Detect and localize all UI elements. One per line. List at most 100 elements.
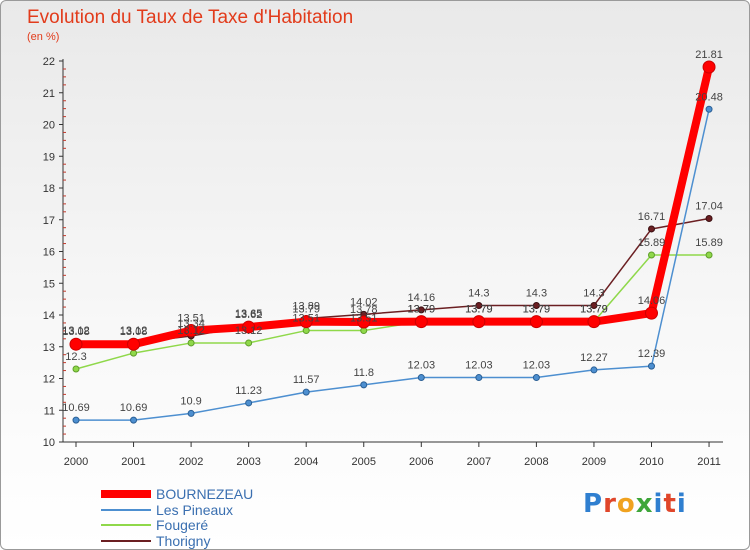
data-label: 21.81 — [695, 49, 723, 61]
data-label: 13.65 — [235, 308, 263, 320]
x-tick-label: 2009 — [582, 456, 606, 468]
data-label: 13.79 — [292, 304, 320, 316]
data-point — [705, 105, 713, 113]
data-point — [532, 301, 540, 309]
data-point — [587, 315, 601, 329]
y-tick-label: 21 — [43, 88, 55, 100]
data-label: 13.62 — [235, 309, 263, 321]
series-line-fougere — [75, 254, 710, 370]
data-point — [184, 324, 198, 338]
data-label: 13.79 — [408, 304, 436, 316]
x-tick-label: 2004 — [294, 456, 318, 468]
data-label: 13.34 — [177, 318, 205, 330]
data-label: 12.03 — [465, 360, 493, 372]
data-point — [245, 339, 253, 347]
data-point — [645, 306, 658, 320]
data-label: 13.79 — [408, 304, 436, 316]
data-point — [475, 374, 483, 382]
data-point — [702, 60, 716, 74]
data-label: 11.23 — [235, 385, 262, 397]
legend-label: Thorigny — [156, 533, 210, 549]
x-tick-label: 2000 — [64, 456, 88, 468]
y-tick-label: 17 — [43, 215, 55, 227]
data-point — [648, 225, 655, 233]
data-label: 14.02 — [350, 296, 378, 308]
data-point — [360, 381, 368, 389]
x-tick-label: 2002 — [179, 456, 203, 468]
data-label: 13.89 — [292, 300, 320, 312]
data-point — [127, 337, 141, 351]
data-point — [472, 315, 486, 329]
data-label: 13.51 — [292, 313, 320, 325]
data-label: 13.12 — [177, 325, 205, 337]
data-point — [414, 315, 428, 329]
y-tick-label: 18 — [43, 183, 55, 195]
data-label: 16.71 — [638, 211, 666, 223]
data-label: 17.04 — [695, 200, 723, 212]
data-label: 12.27 — [580, 352, 608, 364]
y-tick-label: 14 — [43, 310, 55, 322]
y-tick-label: 16 — [43, 247, 55, 259]
data-point — [590, 301, 598, 309]
data-label: 14.06 — [638, 295, 666, 307]
data-label: 13.12 — [235, 325, 263, 337]
x-tick-label: 2003 — [236, 456, 260, 468]
data-point — [357, 315, 371, 329]
data-label: 13.08 — [120, 326, 148, 338]
data-label: 11.8 — [353, 367, 374, 379]
data-label: 13.08 — [62, 326, 90, 338]
y-tick-label: 22 — [43, 56, 55, 68]
data-label: 13.12 — [120, 325, 148, 337]
data-label: 11.57 — [293, 374, 320, 386]
data-label: 20.48 — [695, 91, 723, 103]
legend-label: Fougeré — [156, 517, 208, 533]
data-label: 13.79 — [465, 304, 493, 316]
data-point — [705, 251, 713, 259]
data-point — [245, 399, 253, 407]
data-point — [532, 374, 540, 382]
data-label: 10.9 — [180, 395, 201, 407]
data-label: 13.12 — [62, 325, 90, 337]
data-label: 13.51 — [350, 313, 378, 325]
series-line-thorigny — [75, 217, 710, 344]
y-tick-label: 11 — [44, 405, 55, 417]
data-label: 13.79 — [523, 304, 551, 316]
data-point — [187, 339, 195, 347]
data-point — [590, 366, 598, 374]
data-label: 13.79 — [465, 304, 493, 316]
x-tick-label: 2010 — [639, 456, 663, 468]
chart-title: Evolution du Taux de Taxe d'Habitation — [27, 7, 354, 28]
data-label: 15.89 — [695, 237, 723, 249]
data-label: 13.51 — [177, 313, 205, 325]
y-tick-label: 13 — [43, 342, 55, 354]
y-tick-label: 10 — [43, 437, 55, 449]
data-point — [648, 251, 655, 259]
legend-label: Les Pineaux — [156, 502, 233, 518]
proxiti-logo: Proxiti — [583, 489, 687, 519]
data-label: 15.89 — [638, 237, 666, 249]
data-label: 14.3 — [526, 287, 547, 299]
legend-label: BOURNEZEAU — [156, 486, 253, 502]
data-point — [299, 315, 313, 329]
data-point — [529, 315, 543, 329]
data-point — [130, 349, 138, 357]
data-label: 10.69 — [120, 402, 148, 414]
y-tick-label: 12 — [43, 374, 55, 386]
data-point — [72, 365, 80, 373]
series-line-les-pineaux — [75, 108, 710, 421]
data-point — [417, 374, 425, 382]
data-label: 14.3 — [583, 287, 604, 299]
y-tick-label: 15 — [43, 278, 55, 290]
y-tick-label: 20 — [43, 120, 55, 132]
data-point — [242, 320, 256, 334]
data-label: 10.69 — [62, 402, 90, 414]
chart-subtitle: (en %) — [27, 31, 60, 43]
x-tick-label: 2011 — [697, 456, 721, 468]
data-label: 12.03 — [523, 360, 551, 372]
data-point — [302, 388, 310, 396]
x-tick-label: 2005 — [352, 456, 376, 468]
series-line-bournezeau — [72, 63, 714, 349]
data-label: 12.39 — [638, 348, 666, 360]
